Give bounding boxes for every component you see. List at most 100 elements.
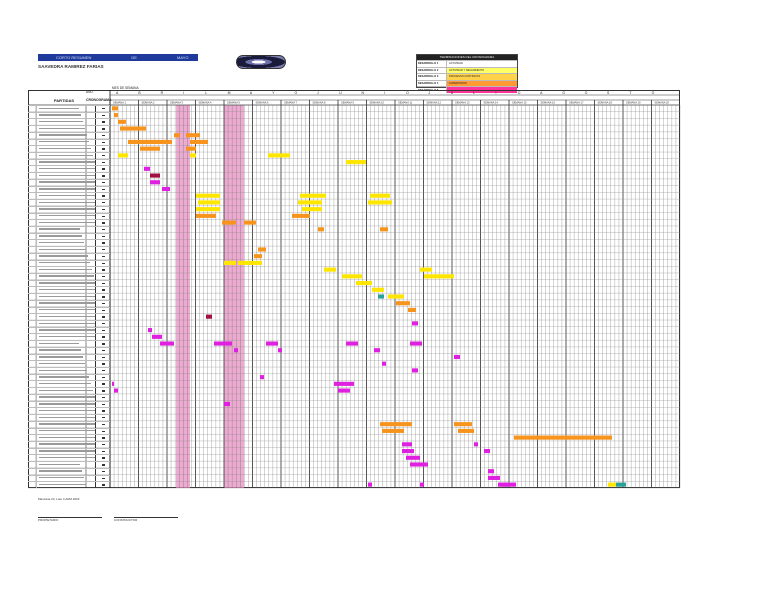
gantt-bar [396, 301, 410, 306]
activity-row-marker [96, 455, 110, 461]
partidas-header: PARTIDAS [53, 98, 75, 103]
legend-row-desc: SUPERVISION [446, 80, 517, 87]
activity-row [28, 360, 110, 368]
gantt-bar [144, 166, 150, 171]
activity-row-text-line [39, 141, 89, 143]
activity-row-number [28, 193, 37, 200]
gantt-bar [346, 341, 358, 346]
week-label: SEMANA 5 [227, 101, 241, 105]
month-letter: J [317, 91, 319, 95]
signature-owner-label: PROPIETARIO [38, 518, 59, 522]
activity-row-marker [96, 294, 110, 300]
activity-row-text-line [39, 120, 83, 123]
activity-row-number [28, 394, 37, 401]
gantt-bar [514, 435, 612, 440]
activity-row [28, 326, 110, 334]
legend-row: DESARROLLO 1 ACTIVIDAD [417, 60, 517, 67]
activity-row-marker [96, 180, 110, 186]
activity-row-text [37, 179, 96, 186]
activity-row [28, 178, 110, 186]
gantt-bar [402, 448, 414, 454]
month-letter: U [339, 91, 342, 95]
activity-row [28, 145, 110, 153]
activity-row-marker [96, 355, 110, 361]
activity-row-number [28, 247, 37, 253]
activity-row [28, 434, 110, 441]
activity-row-text-line [39, 430, 95, 432]
activity-row-text-line [39, 262, 90, 264]
gantt-bar [118, 119, 126, 124]
activity-row-marker [96, 133, 110, 139]
activity-row-text-line [39, 483, 86, 486]
activity-row-number [28, 106, 37, 112]
activity-row-text-line [39, 403, 95, 405]
activity-row-text-line [39, 127, 85, 130]
activity-row-marker [96, 462, 110, 468]
gantt-bar [454, 354, 460, 360]
gantt-bar [162, 186, 170, 192]
activity-row-number [28, 448, 37, 455]
title-bar: CORTO RESUMEN DE MAYO [38, 54, 198, 61]
activity-row-number [28, 166, 37, 173]
activity-row-marker [96, 415, 110, 421]
activity-row-marker [96, 402, 110, 408]
week-label: SEMANA 6 [256, 101, 270, 105]
activity-row-text-line [39, 275, 94, 277]
activity-row-marker-dot [101, 323, 105, 325]
activity-row-number [28, 119, 37, 126]
activity-row-marker-dot [101, 289, 105, 291]
activity-row-text [37, 462, 96, 468]
activity-row-text [37, 334, 96, 341]
gantt-bar [214, 341, 232, 346]
gantt-bar [174, 133, 180, 138]
activity-row-text-line [39, 416, 95, 418]
gantt-bar [114, 388, 118, 393]
month-letter: O [406, 91, 409, 95]
activity-row-marker-dot [101, 316, 105, 318]
gantt-bar [112, 381, 114, 386]
gantt-bar [380, 422, 412, 427]
gantt-bar [378, 294, 384, 299]
activity-row-marker-dot [101, 383, 105, 385]
activity-row-text-line [39, 134, 87, 136]
activity-row-marker-dot [101, 450, 105, 453]
gantt-bar [300, 193, 326, 198]
gantt-bar [488, 475, 500, 480]
activity-row-text-line [39, 450, 95, 452]
gantt-bar [150, 180, 160, 185]
activity-row-number [28, 213, 37, 220]
activity-row-number [28, 273, 37, 280]
gantt-bar [238, 260, 262, 265]
legend-row-name: DESARROLLO 2 [418, 68, 439, 72]
activity-row-marker [96, 361, 110, 367]
activity-row-marker [96, 395, 110, 401]
activity-row-text-line [39, 362, 85, 365]
project-subtitle: SAAVEDRA RAMIREZ FARIAS [38, 64, 104, 69]
activity-row-marker-dot [101, 228, 105, 231]
activity-row [28, 373, 110, 381]
activity-row-marker [96, 334, 110, 340]
activity-row-marker [96, 422, 110, 428]
activity-row [28, 165, 110, 173]
week-label: SEMANA 13 [455, 101, 470, 105]
activity-row-text-line [39, 268, 92, 271]
activity-row-marker-dot [101, 410, 105, 412]
activity-row-marker-dot [101, 195, 105, 197]
activity-row [28, 272, 110, 280]
activity-row-marker [96, 113, 110, 119]
activity-row-text-line [39, 436, 95, 439]
activity-row-text [37, 260, 96, 267]
activity-row-text [37, 173, 96, 179]
week-label: SEMANA 10 [370, 101, 385, 105]
month-letter: L [473, 91, 475, 95]
activity-row-text [37, 106, 96, 112]
gantt-bar [206, 314, 212, 319]
activity-row [28, 467, 110, 475]
gantt-bar [412, 321, 418, 326]
activity-row-number [28, 206, 37, 213]
activity-row-marker-dot [101, 155, 105, 157]
activity-row-marker [96, 220, 110, 226]
activity-row-text-line [39, 335, 95, 338]
gantt-bar [420, 482, 424, 487]
activity-row-text [37, 361, 96, 368]
